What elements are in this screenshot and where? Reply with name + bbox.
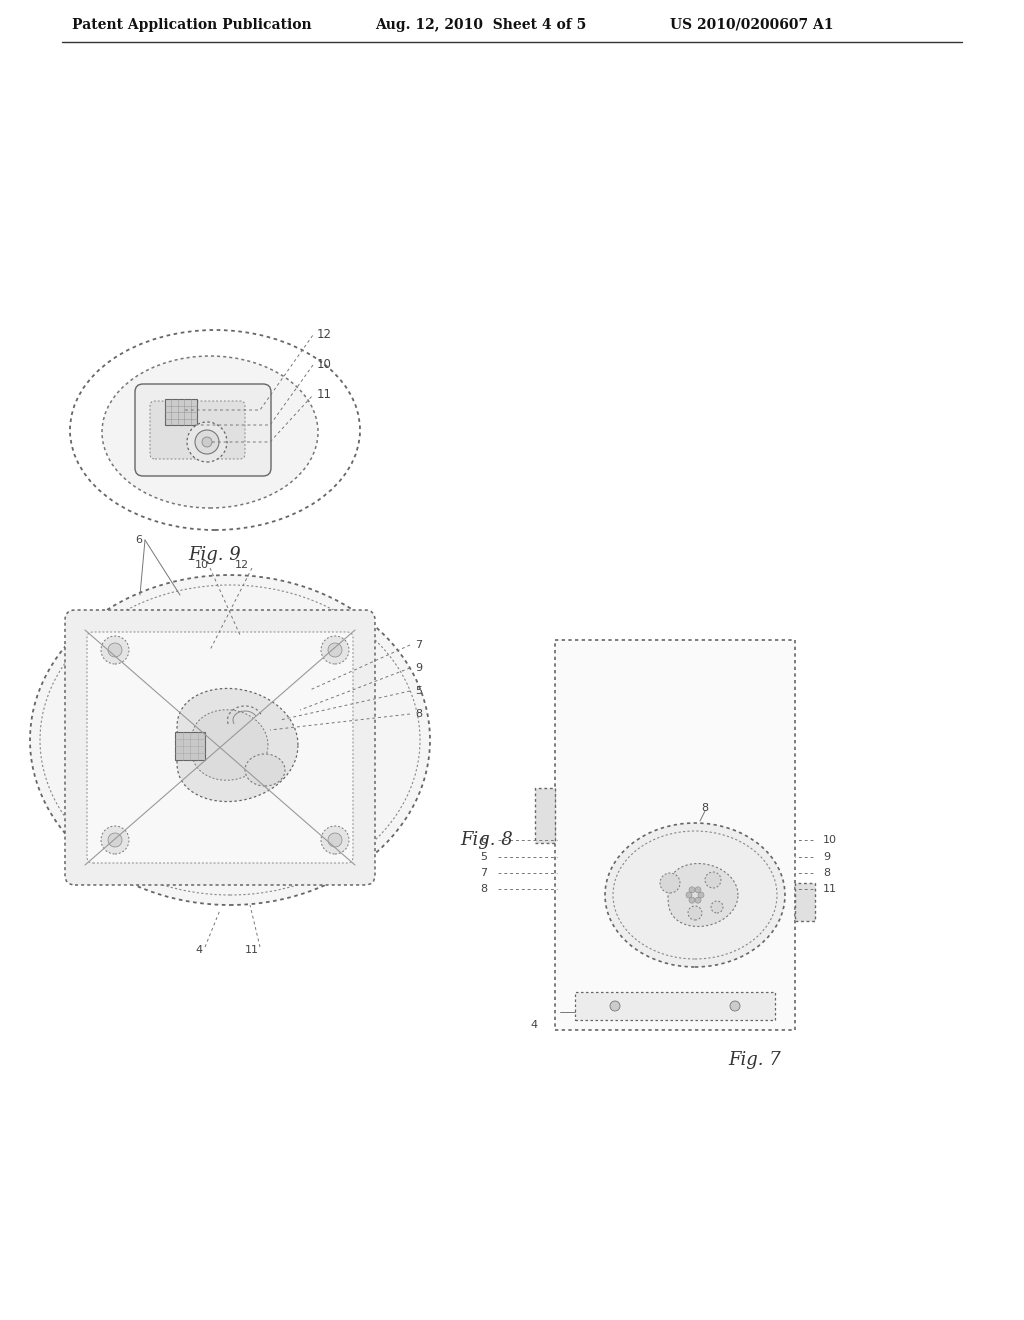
Polygon shape — [177, 689, 298, 801]
Circle shape — [698, 892, 705, 898]
Text: 10: 10 — [317, 359, 332, 371]
Text: 4: 4 — [195, 945, 202, 954]
Circle shape — [321, 826, 349, 854]
Text: 7: 7 — [480, 869, 487, 878]
Text: 11: 11 — [245, 945, 259, 954]
Circle shape — [610, 1001, 620, 1011]
Polygon shape — [668, 863, 738, 927]
Text: 6: 6 — [480, 836, 487, 845]
FancyBboxPatch shape — [87, 632, 353, 863]
Circle shape — [689, 898, 695, 903]
Circle shape — [686, 892, 692, 898]
Circle shape — [711, 902, 723, 913]
Circle shape — [195, 430, 219, 454]
Circle shape — [660, 873, 680, 894]
Circle shape — [688, 906, 702, 920]
Circle shape — [108, 833, 122, 847]
Circle shape — [695, 898, 701, 903]
Text: Fig. 9: Fig. 9 — [188, 546, 242, 564]
Text: 9: 9 — [823, 851, 830, 862]
Text: 6: 6 — [135, 535, 142, 545]
Circle shape — [101, 826, 129, 854]
Text: 8: 8 — [823, 869, 830, 878]
Circle shape — [202, 437, 212, 447]
Circle shape — [328, 833, 342, 847]
Text: 11: 11 — [823, 884, 837, 894]
Bar — [165, 399, 197, 425]
Text: 7: 7 — [415, 640, 422, 649]
Text: 5: 5 — [480, 851, 487, 862]
Bar — [175, 733, 205, 760]
Ellipse shape — [30, 576, 430, 906]
Circle shape — [695, 887, 701, 892]
Text: 9: 9 — [415, 663, 422, 673]
Text: Patent Application Publication: Patent Application Publication — [72, 18, 311, 32]
Text: Aug. 12, 2010  Sheet 4 of 5: Aug. 12, 2010 Sheet 4 of 5 — [375, 18, 587, 32]
Circle shape — [108, 643, 122, 657]
Circle shape — [730, 1001, 740, 1011]
Text: 8: 8 — [480, 884, 487, 894]
Bar — [575, 993, 775, 1020]
Text: 10: 10 — [823, 836, 837, 845]
Text: 12: 12 — [317, 329, 332, 342]
Text: US 2010/0200607 A1: US 2010/0200607 A1 — [670, 18, 834, 32]
Bar — [795, 883, 815, 921]
Text: 8: 8 — [701, 803, 709, 813]
Circle shape — [187, 422, 227, 462]
Ellipse shape — [245, 754, 285, 785]
Ellipse shape — [102, 356, 318, 508]
Circle shape — [705, 873, 721, 888]
Bar — [555, 640, 795, 1030]
Text: 8: 8 — [415, 709, 422, 719]
Text: Fig. 7: Fig. 7 — [729, 1051, 781, 1069]
FancyBboxPatch shape — [65, 610, 375, 884]
Circle shape — [321, 636, 349, 664]
Text: 11: 11 — [317, 388, 332, 401]
Text: Fig. 8: Fig. 8 — [460, 832, 513, 849]
Circle shape — [101, 636, 129, 664]
Circle shape — [689, 887, 695, 892]
Text: 10: 10 — [195, 560, 209, 570]
Text: 5: 5 — [415, 686, 422, 696]
Ellipse shape — [605, 822, 785, 968]
Polygon shape — [191, 710, 268, 780]
FancyBboxPatch shape — [150, 401, 245, 459]
Bar — [535, 788, 555, 842]
Text: 4: 4 — [530, 1020, 538, 1030]
Circle shape — [328, 643, 342, 657]
FancyBboxPatch shape — [135, 384, 271, 477]
Text: 12: 12 — [234, 560, 249, 570]
